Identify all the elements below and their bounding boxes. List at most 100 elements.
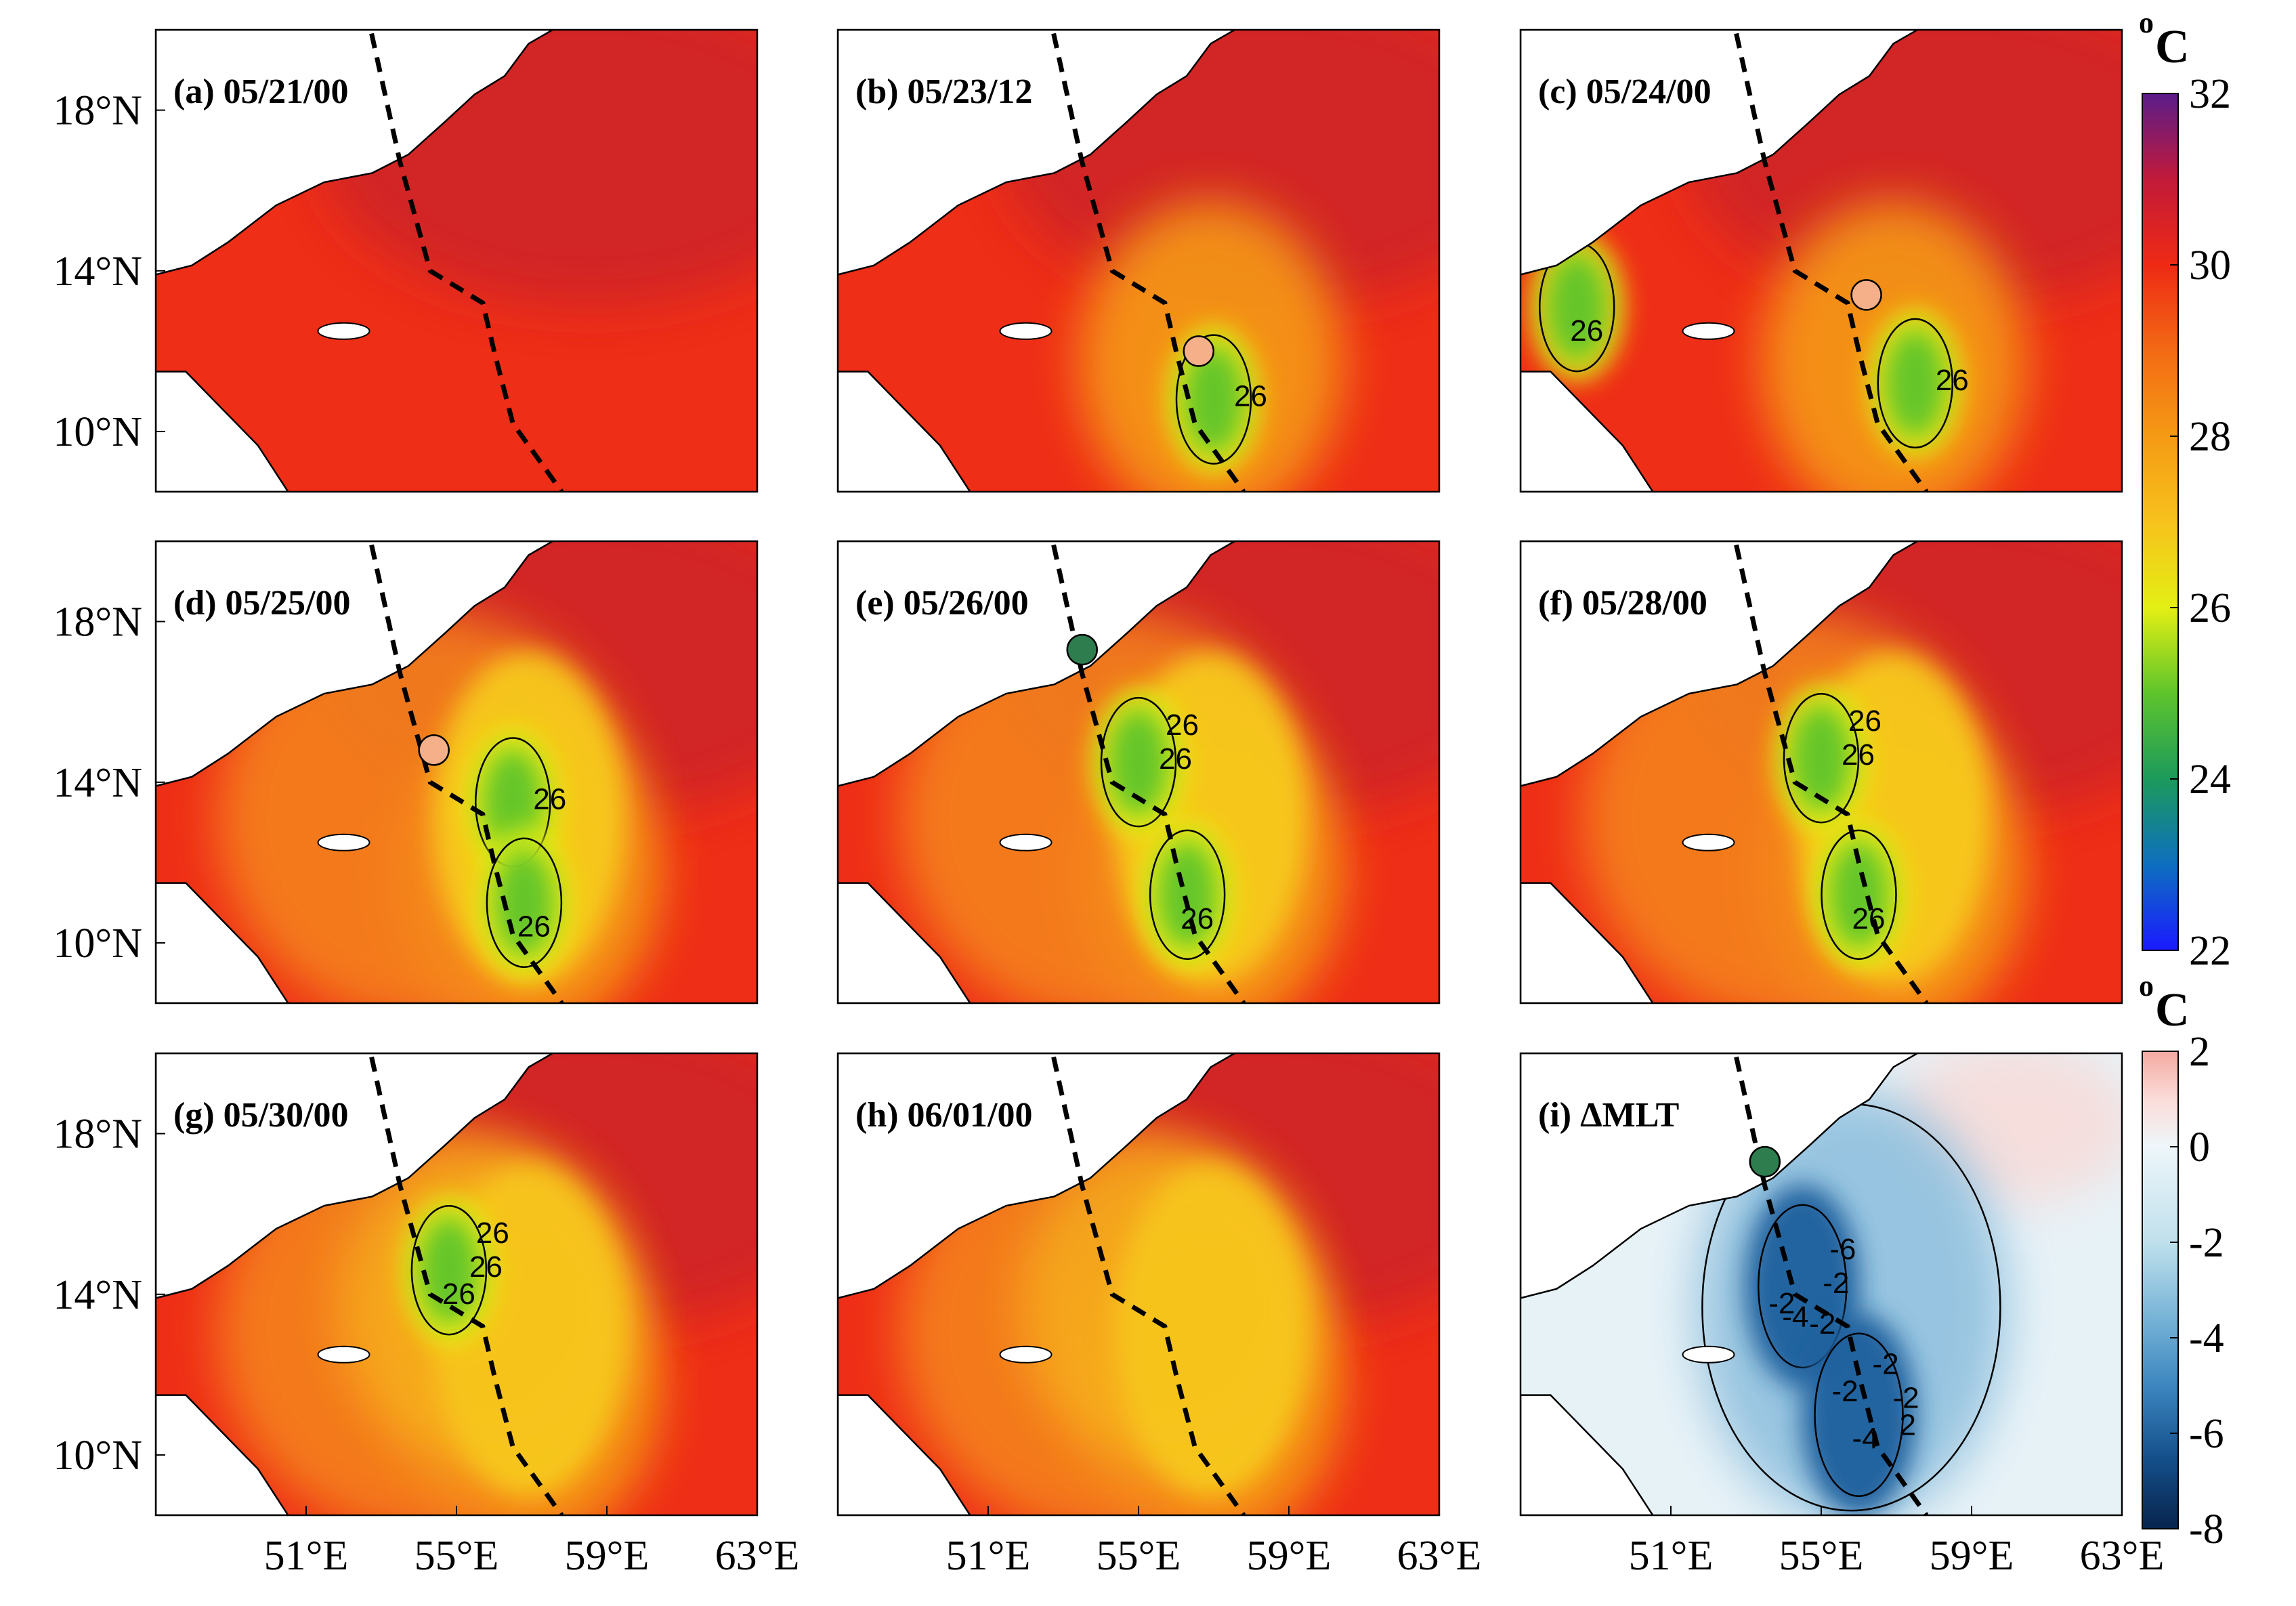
contour-label: 26: [442, 1277, 475, 1311]
panel-label: (h) 06/01/00: [855, 1096, 1032, 1135]
cyclone-track: [1732, 1053, 1929, 1515]
cold-spot: [1884, 329, 1946, 438]
colorbar-tick-label: -2: [2189, 1220, 2224, 1266]
contour-label: 26: [1159, 742, 1192, 776]
panel-h: (h) 06/01/00 51°E 55°E 59°E 63°E: [836, 1052, 1482, 1579]
cyclone-track: [1732, 541, 1929, 1003]
dmlt-colorbar-bar: [2142, 1051, 2179, 1529]
x-tick-label: 59°E: [1247, 1533, 1332, 1579]
storm-position-marker: [418, 734, 450, 766]
x-tick-label: 55°E: [414, 1533, 499, 1579]
island-socotra: [317, 833, 370, 851]
contour-label: -6: [1829, 1233, 1856, 1266]
cyclone-track: [368, 30, 564, 492]
isotherm-26: [1100, 696, 1177, 828]
y-tick-label: 10°N: [53, 921, 142, 967]
panel-label: (e) 05/26/00: [855, 584, 1029, 622]
x-tick-label: 51°E: [946, 1533, 1031, 1579]
contour-label: 26: [1936, 364, 1969, 397]
contour-label: 26: [1852, 902, 1886, 935]
x-tick-label: 55°E: [1097, 1533, 1181, 1579]
cyclone-track: [1050, 541, 1246, 1003]
contour-label: -2: [1832, 1375, 1858, 1408]
contour-label: -4: [1782, 1301, 1808, 1334]
colorbar-tick-label: 2: [2189, 1029, 2210, 1075]
y-tick-label: 10°N: [53, 409, 142, 455]
isotherm-26: [1877, 318, 1953, 449]
contour-label: 26: [1842, 738, 1875, 772]
colorbar-tick-label: -6: [2189, 1411, 2224, 1457]
x-tick-label: 63°E: [2080, 1533, 2165, 1579]
y-tick-label: 18°N: [53, 599, 142, 646]
land-somalia: [1521, 882, 1654, 1003]
cyclone-track: [368, 1053, 564, 1515]
land-arabia: [1521, 1053, 1919, 1299]
land-arabia: [838, 1053, 1237, 1299]
contour-label: 2: [1900, 1409, 1916, 1442]
cyclone-track: [368, 541, 564, 1003]
land-somalia: [1521, 371, 1654, 492]
panel-label: (i) ΔMLT: [1538, 1096, 1679, 1135]
panel-d: 26 26 (d) 05/25/00 18°N 14°N 10°N: [53, 540, 759, 1005]
contour-label: -2: [1809, 1307, 1835, 1340]
panel-frame: [1519, 28, 2123, 493]
sst-colorbar-unit-degree: o: [2139, 6, 2154, 39]
island-socotra: [999, 833, 1053, 851]
cyclone-track: [1050, 30, 1246, 492]
cold-spot: [1157, 840, 1218, 949]
storm-position-marker: [1850, 279, 1882, 311]
isotherm-26: [410, 1204, 488, 1336]
contour-label: 26: [1166, 709, 1199, 742]
cold-spot: [1546, 253, 1608, 362]
y-tick-label: 18°N: [53, 88, 142, 134]
x-tick-label: 51°E: [1629, 1533, 1714, 1579]
dmlt-colorbar-unit: C: [2155, 984, 2190, 1036]
island-socotra: [317, 322, 370, 340]
cyclone-track: [1050, 1053, 1246, 1515]
land-arabia: [1521, 541, 1919, 787]
colorbar-tick-label: 24: [2189, 757, 2231, 803]
island-socotra: [999, 322, 1053, 340]
colorbar-tick-label: 22: [2189, 928, 2231, 974]
x-tick-label: 59°E: [1930, 1533, 2014, 1579]
isotherm-26: [1783, 692, 1860, 824]
contour-label: 26: [1181, 902, 1214, 935]
sst-colorbar-bar: [2142, 93, 2179, 951]
land-somalia: [838, 882, 971, 1003]
contour-label: -2: [1873, 1348, 1899, 1381]
island-socotra: [1682, 1345, 1735, 1364]
contour-label: 26: [533, 782, 566, 816]
x-tick-label: 55°E: [1779, 1533, 1864, 1579]
x-tick-label: 63°E: [1397, 1533, 1482, 1579]
contour-label: -4: [1852, 1422, 1879, 1456]
dmlt-contour: [1758, 1204, 1848, 1369]
land-somalia: [156, 371, 289, 492]
cyclone-track: [1732, 30, 1929, 492]
contour-label: -2: [1768, 1287, 1795, 1320]
land-somalia: [838, 1394, 971, 1515]
land-arabia: [156, 541, 555, 787]
land-arabia: [838, 30, 1237, 276]
panel-label: (a) 05/21/00: [173, 72, 349, 111]
contour-label: 26: [469, 1250, 503, 1284]
land-somalia: [156, 1394, 289, 1515]
sst-colorbar-unit: C: [2155, 21, 2190, 73]
storm-position-marker: [1749, 1145, 1781, 1178]
land-somalia: [1521, 1394, 1654, 1515]
sst-colorbar: o C 32 30 28 26 24 22: [2139, 6, 2231, 974]
colorbar-tick-label: -8: [2189, 1506, 2224, 1552]
x-tick-label: 59°E: [565, 1533, 650, 1579]
x-tick-label: 51°E: [264, 1533, 349, 1579]
island-socotra: [999, 1345, 1053, 1364]
y-tick-label: 14°N: [53, 249, 142, 295]
dmlt-contour: [1814, 1332, 1904, 1497]
contour-label: 26: [517, 910, 551, 944]
land-arabia: [1521, 30, 1919, 276]
land-arabia: [156, 1053, 555, 1299]
contour-label: 26: [476, 1217, 509, 1250]
y-tick-label: 10°N: [53, 1433, 142, 1479]
